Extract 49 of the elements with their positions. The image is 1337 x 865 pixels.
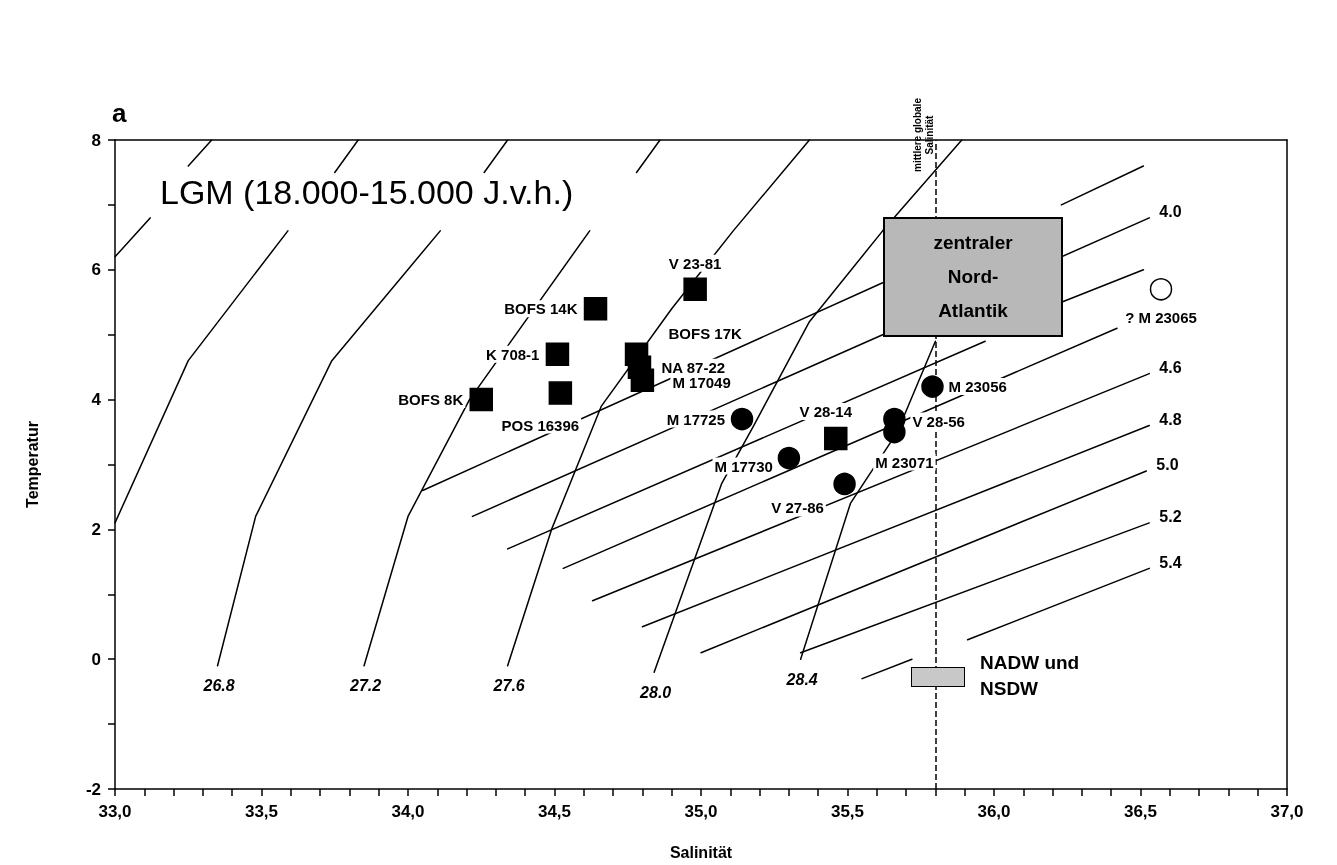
series-label: 28.0 bbox=[639, 683, 672, 701]
x-tick-label: 34,5 bbox=[537, 802, 572, 821]
annotation: V 28-56 bbox=[912, 412, 965, 430]
annotation: M 23071 bbox=[875, 453, 934, 471]
series-label: 26.8 bbox=[202, 677, 235, 695]
annotation: V 28-14 bbox=[799, 403, 853, 421]
annotation: ? M 23065 bbox=[1125, 308, 1197, 326]
x-axis-title: Salinität bbox=[669, 843, 733, 861]
annotation: NADW und NSDW bbox=[980, 651, 1080, 701]
annotation: BOFS 8K bbox=[398, 391, 464, 409]
x-tick-label: 33,5 bbox=[244, 802, 279, 821]
series-label: 27.2 bbox=[349, 677, 382, 695]
series-label: 27.6 bbox=[492, 677, 525, 695]
y-tick-label: 4 bbox=[91, 390, 102, 410]
series-label: 28.4 bbox=[785, 670, 818, 688]
y-axis-title: Temperatur bbox=[23, 421, 41, 508]
x-tick-label: 34,0 bbox=[391, 802, 425, 821]
series-label: 4.0 bbox=[1159, 203, 1182, 221]
annotation: V 23-81 bbox=[668, 254, 722, 272]
annotation: M 17730 bbox=[714, 457, 773, 475]
annotation: NA 87-22 bbox=[661, 358, 726, 376]
series-label: 5.2 bbox=[1159, 508, 1182, 526]
annotation: POS 16396 bbox=[501, 416, 580, 434]
x-tick-label: 37,0 bbox=[1270, 802, 1304, 821]
ref-line-label: mittlere globale Salinität bbox=[911, 97, 935, 172]
annotation: V 27-86 bbox=[771, 499, 824, 517]
y-tick-label: 0 bbox=[91, 649, 101, 669]
series-label: 5.4 bbox=[1159, 553, 1182, 571]
annotation: BOFS 17K bbox=[668, 324, 743, 342]
text: LGM (18.000-15.000 J.v.h.) bbox=[160, 173, 574, 211]
annotation: M 17049 bbox=[672, 373, 731, 391]
x-tick-label: 35,0 bbox=[684, 802, 718, 821]
x-tick-label: 36,5 bbox=[1123, 802, 1158, 821]
annotation: K 708-1 bbox=[486, 345, 540, 363]
series-label: 4.6 bbox=[1159, 359, 1182, 377]
text: a bbox=[112, 98, 127, 128]
y-tick-label: 6 bbox=[91, 260, 101, 280]
annotation: M 17725 bbox=[666, 410, 726, 428]
y-tick-label: -2 bbox=[85, 779, 101, 799]
y-tick-label: 2 bbox=[91, 519, 101, 539]
x-tick-label: 36,0 bbox=[977, 802, 1011, 821]
series-label: 4.8 bbox=[1159, 411, 1182, 429]
region-box: zentraler Nord- Atlantik bbox=[883, 217, 1063, 337]
annotation: M 23056 bbox=[948, 378, 1007, 396]
series-label: 5.0 bbox=[1156, 456, 1179, 474]
x-tick-label: 33,0 bbox=[98, 802, 132, 821]
annotation: BOFS 14K bbox=[504, 300, 578, 318]
y-tick-label: 8 bbox=[91, 130, 101, 150]
x-tick-label: 35,5 bbox=[830, 802, 865, 821]
